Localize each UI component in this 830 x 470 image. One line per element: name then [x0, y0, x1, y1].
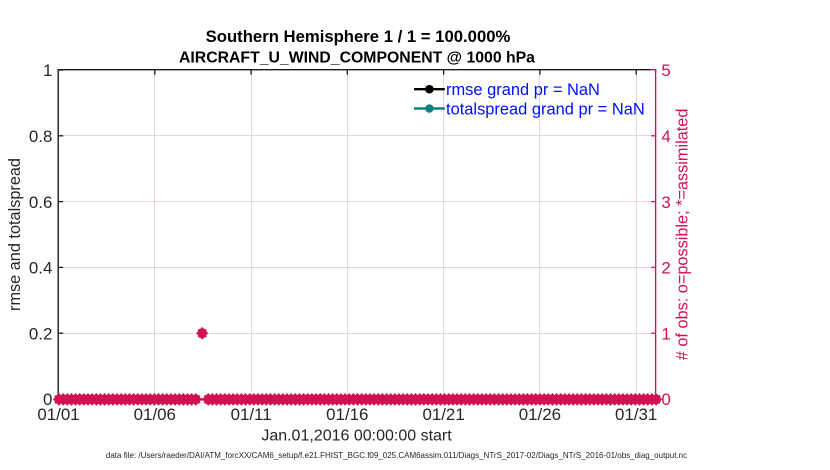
svg-text:01/01: 01/01 [37, 405, 79, 424]
svg-text:2: 2 [661, 259, 670, 278]
svg-text:data file: /Users/raeder/DAI/A: data file: /Users/raeder/DAI/ATM_forcXX/… [106, 451, 687, 460]
svg-text:1: 1 [661, 324, 670, 343]
svg-text:01/31: 01/31 [615, 405, 657, 424]
svg-text:rmse and totalspread: rmse and totalspread [6, 158, 24, 311]
svg-text:3: 3 [661, 193, 670, 212]
svg-text:4: 4 [661, 127, 670, 146]
svg-text:Jan.01,2016 00:00:00 start: Jan.01,2016 00:00:00 start [261, 427, 452, 444]
svg-text:# of obs: o=possible; *=assimi: # of obs: o=possible; *=assimilated [674, 109, 692, 361]
svg-text:0.8: 0.8 [29, 127, 52, 146]
svg-text:0.2: 0.2 [29, 324, 52, 343]
svg-text:1: 1 [43, 61, 52, 80]
svg-text:5: 5 [661, 61, 670, 80]
svg-text:0.6: 0.6 [29, 193, 52, 212]
svg-text:01/21: 01/21 [422, 405, 464, 424]
svg-text:01/11: 01/11 [231, 405, 272, 424]
svg-text:01/16: 01/16 [326, 405, 368, 424]
svg-text:rmse grand pr = NaN: rmse grand pr = NaN [446, 81, 600, 99]
svg-text:0: 0 [661, 390, 670, 409]
svg-text:AIRCRAFT_U_WIND_COMPONENT @ 10: AIRCRAFT_U_WIND_COMPONENT @ 1000 hPa [179, 50, 535, 67]
svg-text:Southern Hemisphere 1 / 1 = 10: Southern Hemisphere 1 / 1 = 100.000% [206, 27, 511, 46]
svg-text:01/06: 01/06 [134, 405, 176, 424]
svg-text:01/26: 01/26 [519, 405, 561, 424]
svg-text:0.4: 0.4 [29, 259, 52, 278]
svg-text:totalspread grand pr = NaN: totalspread grand pr = NaN [446, 100, 645, 118]
svg-text:0: 0 [43, 390, 52, 409]
